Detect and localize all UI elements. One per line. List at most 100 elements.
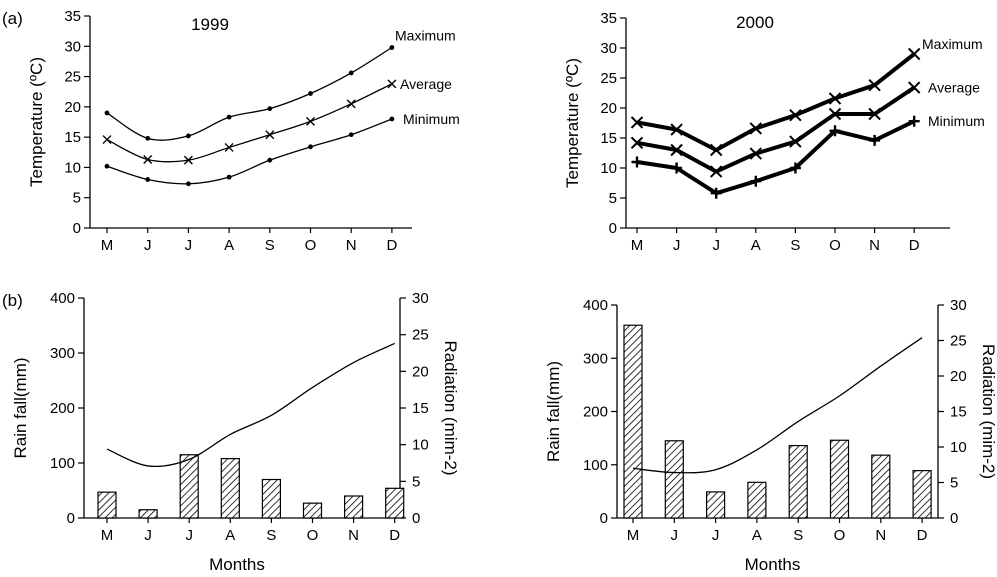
rainfall-bar <box>705 491 726 519</box>
data-point <box>226 114 232 120</box>
series-label-maximum: Maximum <box>922 36 983 52</box>
data-point <box>143 155 153 165</box>
data-point <box>226 174 232 180</box>
y-tick-label: 25 <box>600 70 617 87</box>
x-tick-label: O <box>834 527 846 544</box>
x-tick-label: M <box>631 237 644 254</box>
chart-title: 1999 <box>191 15 229 34</box>
x-tick-label: J <box>671 527 679 544</box>
y2-tick-label: 10 <box>950 439 967 456</box>
temperature-chart-2000: 0 5 10 15 20 25 30 35 M J J A S O N D 2000 Temperature (º… <box>563 10 985 254</box>
y-tick-label: 100 <box>583 457 608 474</box>
data-point <box>265 130 275 140</box>
x-tick-label: J <box>712 237 720 254</box>
y2-tick-label: 10 <box>412 437 429 454</box>
data-point <box>868 107 881 121</box>
data-point <box>186 181 191 187</box>
y2-axis-label: Radiation (mim-2) <box>979 344 997 479</box>
data-point <box>630 136 644 150</box>
data-point <box>829 125 841 137</box>
data-point <box>709 165 723 178</box>
data-point <box>104 163 110 169</box>
y2-tick-label: 20 <box>950 368 967 385</box>
series-label-average: Average <box>400 76 452 92</box>
y-tick-label: 30 <box>600 40 617 57</box>
series-label-average: Average <box>928 80 980 96</box>
y-tick-label: 100 <box>50 455 75 472</box>
data-point <box>670 143 683 157</box>
rainfall-bar <box>179 454 199 519</box>
y-tick-label: 0 <box>73 220 81 237</box>
x-tick-label: J <box>673 237 681 254</box>
data-point <box>789 135 802 148</box>
data-point <box>389 45 395 50</box>
rainfall-bar <box>912 470 932 519</box>
y-tick-label: 400 <box>583 297 608 314</box>
y2-tick-label: 0 <box>412 510 420 527</box>
data-point <box>308 144 313 150</box>
series-line-average <box>636 85 916 174</box>
x-tick-label: M <box>101 527 114 544</box>
y2-tick-label: 5 <box>950 475 958 492</box>
y2-tick-label: 15 <box>950 404 967 421</box>
y-tick-label: 15 <box>64 129 81 146</box>
x-tick-label: J <box>185 237 193 254</box>
x-tick-label: N <box>346 237 357 254</box>
series-label-maximum: Maximum <box>395 27 456 43</box>
data-point <box>348 132 354 138</box>
data-point <box>828 92 842 105</box>
data-point <box>709 143 723 157</box>
rainfall-bar <box>138 509 158 519</box>
x-tick-label: O <box>829 237 841 254</box>
data-point <box>224 142 234 152</box>
x-tick-label: S <box>265 237 275 254</box>
rainfall-bar <box>97 491 117 519</box>
data-point <box>671 162 683 174</box>
x-tick-label: D <box>386 237 397 254</box>
x-tick-label: J <box>144 237 152 254</box>
y-tick-label: 35 <box>64 8 81 25</box>
x-tick-label: N <box>869 237 880 254</box>
y2-tick-label: 25 <box>412 327 429 344</box>
rainfall-radiation-chart-2000: 0 100 200 300 400 M J J A S O N D 0 5 10 15 20 25 30 Rain fa… <box>544 297 997 574</box>
rainfall-bar <box>623 324 643 519</box>
data-point <box>186 133 191 139</box>
x-tick-label: J <box>712 527 720 544</box>
data-point <box>749 122 763 135</box>
data-point <box>789 162 801 174</box>
x-tick-label: M <box>101 237 114 254</box>
data-point <box>102 135 112 145</box>
x-axis-label: Months <box>745 555 801 574</box>
y2-tick-label: 5 <box>412 473 420 490</box>
data-point <box>750 175 762 187</box>
y-tick-label: 0 <box>67 510 75 527</box>
series-line-minimum <box>106 118 393 185</box>
y2-tick-label: 30 <box>950 297 967 314</box>
x-tick-label: J <box>144 527 152 544</box>
data-point <box>868 78 881 92</box>
x-tick-label: N <box>348 527 359 544</box>
data-point <box>710 187 722 199</box>
rainfall-bar <box>788 444 808 519</box>
y-tick-label: 15 <box>600 130 617 147</box>
radiation-line <box>632 337 923 474</box>
data-point <box>145 135 151 141</box>
rainfall-bar <box>261 478 281 519</box>
panel-label-b: (b) <box>2 291 23 310</box>
y-tick-label: 10 <box>64 159 81 176</box>
data-point <box>183 155 193 165</box>
y-tick-label: 35 <box>600 10 617 27</box>
rainfall-bar <box>344 495 364 519</box>
y2-tick-label: 30 <box>412 290 429 307</box>
x-tick-label: S <box>266 527 276 544</box>
x-tick-label: A <box>752 527 762 544</box>
series-label-minimum: Minimum <box>403 111 460 127</box>
data-point <box>908 115 920 127</box>
panel-label-a: (a) <box>2 9 23 28</box>
y2-tick-label: 0 <box>950 510 958 527</box>
y-tick-label: 30 <box>64 38 81 55</box>
data-point <box>308 91 313 96</box>
chart-title: 2000 <box>736 13 774 32</box>
x-axis-label: Months <box>209 555 265 574</box>
